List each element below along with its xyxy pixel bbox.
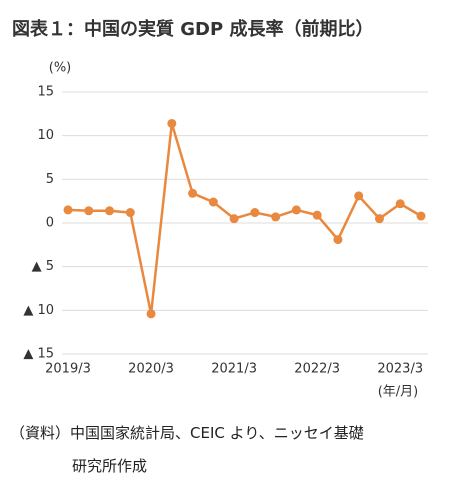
point	[291, 205, 301, 215]
y-tick-label: ▲ 10	[23, 303, 54, 318]
line	[67, 123, 422, 315]
y-tick-label: 10	[37, 128, 54, 143]
point	[229, 214, 239, 224]
y-tick-label: 0	[46, 216, 54, 231]
point	[395, 199, 405, 209]
point	[374, 214, 384, 224]
x-tick-label: 2019/3	[45, 362, 91, 377]
x-tick-label: 2022/3	[294, 362, 340, 377]
y-tick-label: 5	[46, 172, 54, 187]
source-note: 研究所作成	[72, 457, 148, 475]
point	[250, 208, 260, 218]
point	[188, 188, 198, 198]
point	[333, 235, 343, 245]
point	[312, 210, 322, 220]
x-tick-label: 2023/3	[377, 362, 423, 377]
point	[416, 211, 426, 221]
point	[146, 309, 156, 319]
point	[271, 212, 281, 222]
point	[84, 206, 94, 216]
point	[354, 191, 364, 201]
chart-title: 図表１：中国の実質 GDP 成長率（前期比）	[12, 18, 373, 40]
y-unit: (%)	[49, 61, 72, 76]
chart: 図表１：中国の実質 GDP 成長率（前期比） (%) (年/月) ▲ 15 ▲ 1…	[12, 18, 428, 400]
x-axis-label: (年/月)	[378, 385, 419, 400]
y-tick-label: ▲ 5	[32, 259, 54, 274]
point	[125, 208, 135, 218]
y-tick-label: 15	[37, 85, 54, 100]
point	[208, 197, 218, 207]
source-note: （資料）中国国家統計局、CEIC より、ニッセイ基礎	[10, 424, 364, 442]
point	[167, 118, 177, 128]
x-tick-label: 2021/3	[211, 362, 257, 377]
point	[63, 205, 73, 215]
y-tick-label: ▲ 15	[23, 347, 54, 362]
x-tick-label: 2020/3	[128, 362, 174, 377]
point	[105, 206, 115, 216]
